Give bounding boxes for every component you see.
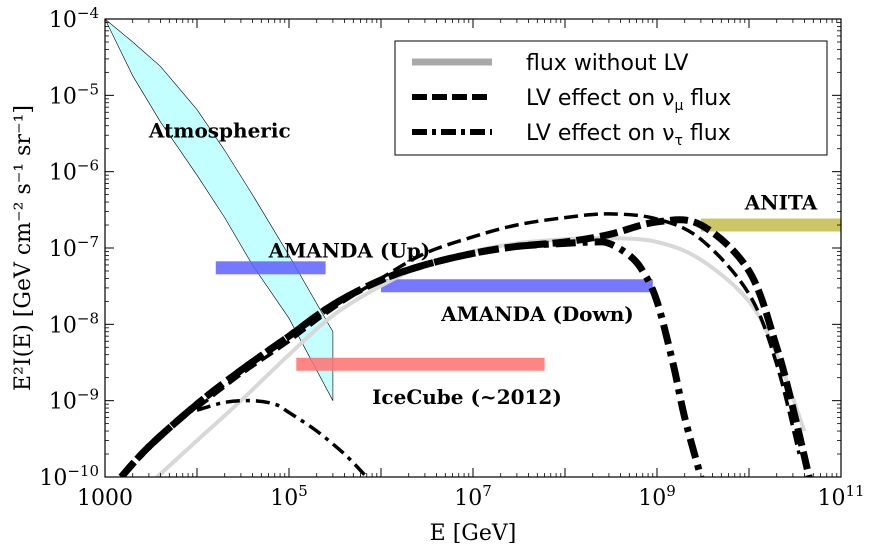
y-tick-label: 10−10 [39,462,99,491]
y-tick-label: 10−6 [49,157,99,186]
legend-label: flux without LV [526,51,688,76]
ticks-layer [104,18,842,478]
x-axis-label: E [GeV] [430,521,517,546]
series-line-dashdot-thin [196,398,368,477]
annotations-layer: Atmospheric AMANDA (Up) AMANDA (Down) IceCu… [148,119,818,410]
y-tick-label: 10−8 [49,309,99,338]
y-tick-label: 10−7 [49,233,99,262]
annotation-label: ANITA [744,190,818,214]
band-amanda-down [381,279,653,293]
series-line-dashdot-thick [118,238,705,477]
x-tick-label: 107 [454,482,492,511]
tick-labels-layer: 1000 105 107 109 1011 10−4 10−5 10−6 10−7 10−8 10−… [39,4,864,511]
x-tick-label: 105 [270,482,308,511]
y-tick-label: 10−5 [49,80,99,109]
y-tick-label: 10−9 [49,386,99,415]
y-axis-label: E²I(E) [GeV cm⁻² s⁻¹ sr⁻¹] [11,105,36,391]
x-tick-label: 1011 [817,482,864,511]
annotation-label: AMANDA (Up) [268,239,431,263]
band-anita [700,218,841,232]
band-amanda-up [215,261,326,275]
band-icecube-2012 [296,357,545,371]
annotation-label: AMANDA (Down) [440,302,634,326]
legend-label: LV effect on ντ flux [526,121,731,149]
legend: flux without LV LV effect on νμ flux LV ef… [394,40,828,156]
annotation-label: Atmospheric [148,119,291,143]
bands-layer [105,19,841,401]
x-tick-label: 1000 [77,486,133,511]
y-tick-label: 10−4 [49,4,99,33]
series-layer [118,212,813,477]
x-tick-label: 109 [638,482,676,511]
series-line-dashed-thick [118,216,813,477]
legend-label: LV effect on νμ flux [526,86,731,114]
annotation-label: IceCube (~2012) [372,385,562,409]
